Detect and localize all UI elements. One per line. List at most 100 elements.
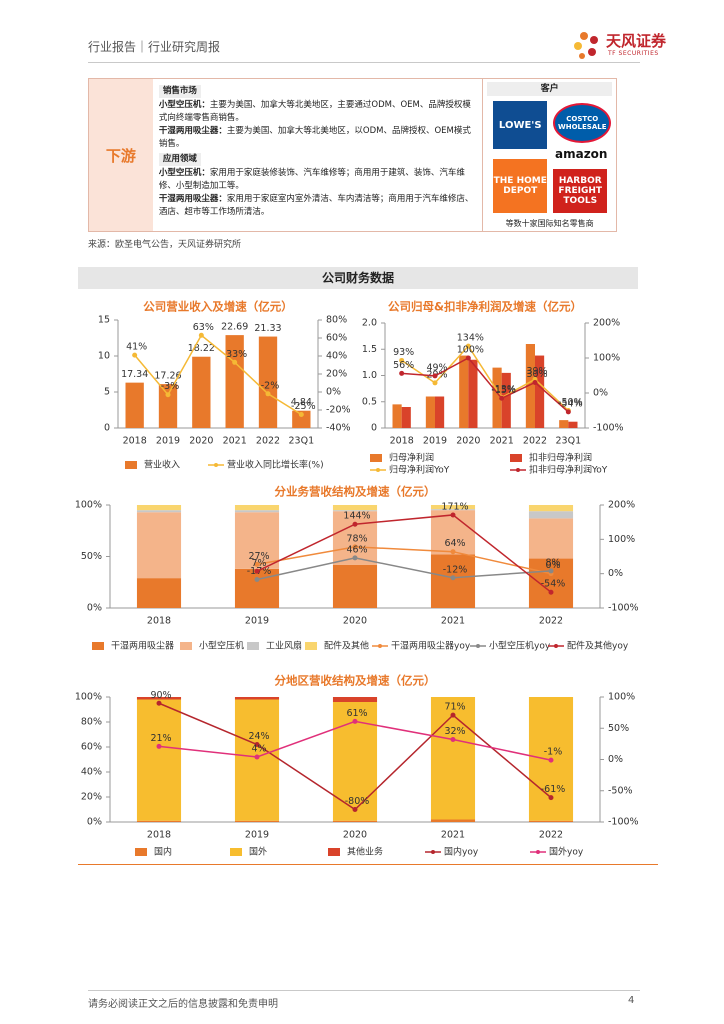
data-label: 61% (346, 708, 367, 719)
term: 小型空压机： (158, 100, 210, 110)
line-marker (432, 373, 438, 379)
data-label: 64% (444, 538, 465, 549)
x-tick-label: 2021 (441, 616, 465, 627)
line-marker (450, 575, 456, 581)
legend-swatch (135, 848, 147, 856)
item-text: 主要为美国、加拿大等北美地区，以ODM、品牌授权、OEM模式销售。 (158, 126, 471, 149)
line-marker (265, 391, 271, 397)
x-tick-label: 2022 (256, 436, 280, 447)
legend-swatch (305, 642, 317, 650)
y-tick-label: 20% (81, 792, 102, 803)
data-label: 8% (545, 557, 560, 568)
legend-label: 归母净利润 (389, 452, 434, 464)
legend-label: 小型空压机yoy (489, 640, 551, 652)
legend-swatch (328, 848, 340, 856)
term: 小型空压机： (158, 168, 210, 178)
customers: 客户 LOWE'S COSTCO WHOLESALE amazon THE HO… (482, 79, 616, 231)
x-tick-label: 2018 (147, 616, 171, 627)
y-tick-label: 100% (75, 500, 102, 511)
line-marker (565, 409, 571, 415)
footer-rule (88, 990, 640, 991)
line-marker (532, 380, 538, 385)
data-label: -54% (541, 579, 566, 590)
bar-segment (430, 819, 476, 822)
bar (435, 396, 445, 428)
y-tick-label: 1.0 (362, 370, 377, 381)
data-label: 93% (393, 347, 414, 358)
bar (401, 407, 411, 428)
y2-tick-label: 80% (326, 315, 347, 326)
line-marker (399, 370, 405, 376)
legend-label: 小型空压机 (199, 640, 244, 652)
x-tick-label: 2022 (523, 436, 547, 447)
bar-segment (136, 512, 182, 579)
item: 小型空压机：主要为美国、加拿大等北美地区，主要通过ODM、OEM、品牌授权模式向… (159, 99, 476, 125)
legend-swatch (230, 848, 242, 856)
bar-annotation: 17.34 (121, 369, 148, 380)
data-label: 71% (444, 702, 465, 713)
y2-tick-label: 0% (326, 387, 341, 398)
data-label: 33% (226, 349, 247, 360)
data-label: 27% (248, 551, 269, 562)
data-label: 39% (526, 366, 547, 377)
customer-logo: THE HOME DEPOT (493, 159, 548, 213)
x-tick-label: 2020 (189, 436, 213, 447)
data-label: 134% (457, 333, 484, 344)
x-tick-label: 2019 (245, 616, 269, 627)
logo-text: 天风证券 (606, 32, 667, 50)
description: 销售市场 小型空压机：主要为美国、加拿大等北美地区，主要通过ODM、OEM、品牌… (153, 79, 482, 231)
bar-segment (234, 505, 280, 511)
line-marker (450, 512, 456, 518)
legend-label: 干湿两用吸尘器yoy (391, 641, 471, 652)
x-tick-label: 2018 (147, 830, 171, 841)
line-marker (548, 757, 554, 763)
y2-tick-label: -20% (326, 405, 351, 416)
bar-segment (234, 697, 280, 700)
bar-segment (528, 511, 574, 519)
bar-segment (234, 699, 280, 821)
line (401, 357, 569, 413)
bar (292, 410, 311, 428)
x-tick-label: 2019 (156, 436, 180, 447)
chart-title: 分地区营收结构及增速（亿元） (275, 674, 436, 688)
bar-segment (528, 505, 574, 512)
bar-segment (332, 697, 378, 702)
legend-swatch (125, 461, 137, 469)
y2-tick-label: 200% (608, 500, 635, 511)
customer-logo: amazon (555, 147, 608, 161)
bar-segment (528, 518, 574, 559)
data-label: 78% (346, 533, 367, 544)
data-label: -3% (161, 381, 180, 392)
x-tick-label: 2020 (343, 616, 367, 627)
legend-label: 扣非归母净利润 (529, 452, 592, 464)
bar (258, 336, 278, 428)
line-marker (232, 359, 238, 365)
customers-heading: 客户 (487, 82, 612, 96)
line-marker (548, 568, 554, 574)
data-label: 30% (526, 369, 547, 380)
line-marker (352, 555, 358, 561)
bar-segment (234, 510, 280, 513)
data-label: 171% (441, 501, 468, 512)
bar-segment (136, 510, 182, 513)
line-marker (450, 549, 456, 555)
data-label: 32% (444, 726, 465, 737)
item: 干湿两用吸尘器：家用用于家庭室内室外清洁、车内清洁等；商用用于汽车维修店、酒店、… (159, 193, 476, 219)
data-label: -25% (291, 401, 316, 412)
line (256, 557, 552, 581)
line (256, 546, 552, 575)
y-tick-label: 0 (104, 423, 110, 434)
x-tick-label: 2020 (343, 830, 367, 841)
x-tick-label: 23Q1 (289, 436, 315, 447)
legend-label: 国外 (249, 846, 267, 858)
x-tick-label: 23Q1 (556, 436, 582, 447)
y-tick-label: 80% (81, 717, 102, 728)
customers-caption: 等数十家国际知名零售商 (505, 219, 594, 228)
line-marker (254, 742, 260, 747)
legend-label: 营业收入同比增长率(%) (227, 459, 324, 471)
legend-swatch (92, 642, 104, 650)
legend-label: 扣非归母净利润YoY (529, 464, 608, 476)
line-marker (499, 395, 505, 401)
data-label: 90% (150, 690, 171, 701)
data-label: 41% (126, 342, 147, 353)
